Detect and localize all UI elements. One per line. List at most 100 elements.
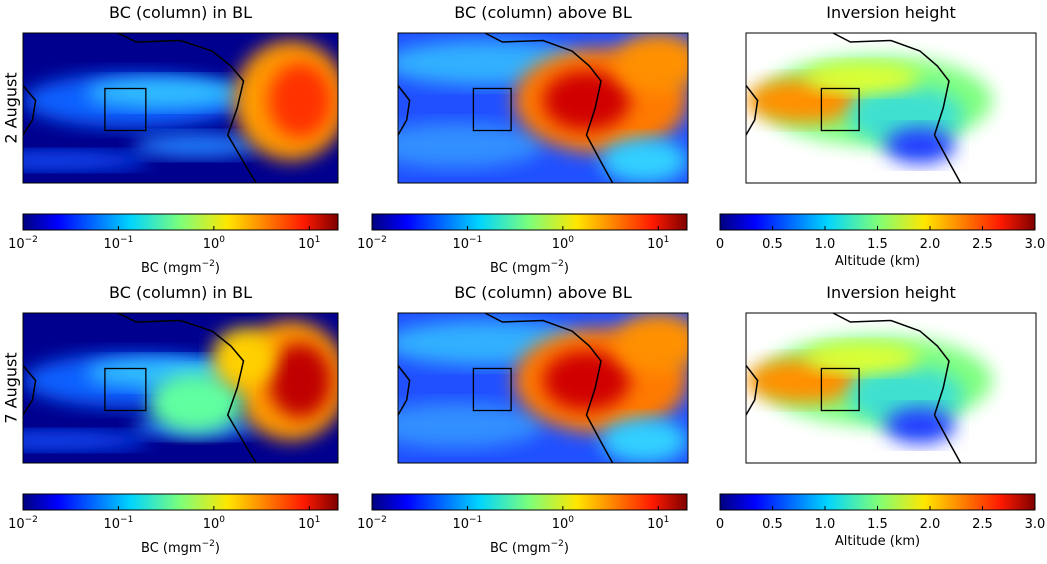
map-frame [397,312,689,464]
map-field [543,350,630,411]
tick-base: 10 [552,517,569,532]
map-field [86,78,244,108]
tick-text: 1.0 [815,517,836,532]
colorbar-tick-label: 10−2 [357,515,387,532]
map-panel [398,313,688,463]
tick-exponent: 1 [664,515,670,525]
panel-title: Inversion height [826,283,956,302]
map-field [268,343,332,418]
region-box [820,367,860,412]
panel-title: BC (column) in BL [109,3,252,22]
map-frame [745,32,1037,184]
tick-text: 2.0 [920,237,941,252]
tick-text: 0 [716,237,724,252]
tick-base: 10 [647,517,664,532]
map-field [133,133,260,158]
colorbar-label: BC (mgm−2) [490,259,569,276]
map-field [804,343,920,373]
tick-text: 3.0 [1025,237,1046,252]
colorbar-label: BC (mgm−2) [141,539,220,556]
map-field [601,418,688,463]
colorbar-tick-label: 100 [552,515,575,532]
coastline [23,365,37,416]
tick-text: 2.0 [920,517,941,532]
label-exponent: −2 [551,259,564,269]
label-close: ) [564,541,569,556]
tick-text: 0.5 [762,517,783,532]
tick-text: 3.0 [1025,517,1046,532]
tick-base: 10 [357,237,374,252]
tick-base: 10 [647,237,664,252]
tick-exponent: 0 [568,235,574,245]
coastline [484,313,614,463]
map-panel [746,313,1036,463]
coastline [23,85,37,136]
colorbar [371,213,688,231]
tick-exponent: −1 [469,515,482,525]
panel-title: Inversion height [826,3,956,22]
map-field [23,431,149,450]
colorbar-tick-label: 0 [716,237,724,252]
tick-exponent: 1 [315,235,321,245]
label-exponent: −2 [551,539,564,549]
tick-exponent: 0 [219,235,225,245]
colorbar-tick-label: 1.5 [867,517,888,532]
row-label: 7 August [2,352,21,423]
colorbar [22,213,339,231]
colorbar-tick-label: 101 [647,515,669,532]
region-box [472,87,512,132]
tick-base: 10 [453,517,470,532]
map-panel [23,33,338,183]
map-panel [23,313,338,463]
map-frame [22,32,339,184]
tick-exponent: −1 [120,515,133,525]
map-field [1007,365,1036,411]
colorbar-tick-label: 2.5 [972,517,993,532]
colorbar-tick-label: 101 [647,235,669,252]
tick-text: 1.0 [815,237,836,252]
colorbar-tick-label: 2.0 [920,237,941,252]
colorbar-tick-label: 100 [552,235,575,252]
tick-exponent: 1 [664,235,670,245]
colorbar-tick-label: 10−1 [453,235,483,252]
region-box [104,87,147,132]
colorbar-tick-label: 101 [298,235,320,252]
colorbar-label: BC (mgm−2) [490,539,569,556]
colorbar-tick-label: 1.5 [867,237,888,252]
coastline [398,85,411,136]
colorbar-label: BC (mgm−2) [141,259,220,276]
tick-text: 0.5 [762,237,783,252]
coastline [117,313,257,463]
tick-exponent: −1 [120,235,133,245]
map-field [268,63,332,138]
region-box [472,367,512,412]
tick-exponent: −2 [25,235,38,245]
map-field [23,151,149,170]
map-panel [746,33,1036,183]
tick-exponent: −1 [469,235,482,245]
panel-title: BC (column) in BL [109,283,252,302]
tick-base: 10 [203,237,220,252]
tick-exponent: 1 [315,515,321,525]
tick-base: 10 [8,237,25,252]
tick-exponent: 0 [568,515,574,525]
colorbar-tick-label: 0.5 [762,517,783,532]
colorbar-tick-label: 10−1 [104,235,134,252]
colorbar-tick-label: 0 [716,517,724,532]
map-field [601,138,688,183]
coastline [398,365,411,416]
colorbar-tick-label: 1.0 [815,237,836,252]
map-field [615,313,688,373]
colorbar-tick-label: 0.5 [762,237,783,252]
coastline [484,33,614,183]
label-close: ) [215,541,220,556]
tick-base: 10 [104,237,121,252]
tick-text: 2.5 [972,517,993,532]
colorbar-label: Altitude (km) [835,534,920,549]
colorbar-tick-label: 10−1 [453,515,483,532]
label-text: Altitude (km) [835,534,920,549]
tick-exponent: −2 [374,235,387,245]
map-frame [745,312,1037,464]
tick-base: 10 [357,517,374,532]
tick-base: 10 [8,517,25,532]
